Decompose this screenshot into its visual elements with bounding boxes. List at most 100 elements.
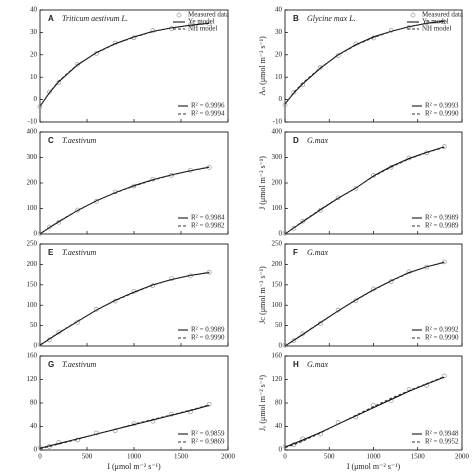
- y-tick-label: 40: [30, 422, 38, 430]
- panel-title: G.max: [307, 248, 329, 257]
- legend-label: NH model: [188, 25, 217, 33]
- panel-letter: D: [293, 136, 299, 145]
- panel-letter: C: [48, 136, 54, 145]
- r2-label: R² = 0.9990: [425, 334, 459, 342]
- model-line: [284, 20, 445, 105]
- y-tick-label: 0: [279, 342, 283, 350]
- x-tick-label: 0: [38, 453, 42, 461]
- y-tick-label: 0: [279, 95, 283, 103]
- y-tick-label: 150: [272, 280, 283, 288]
- x-tick-label: 0: [283, 453, 287, 461]
- y-tick-label: 80: [30, 399, 38, 407]
- data-point: [47, 224, 52, 230]
- model-line: [39, 404, 210, 450]
- y-tick-label: -10: [28, 118, 38, 126]
- y-tick-label: 400: [272, 128, 283, 136]
- y-tick-label: 30: [275, 28, 283, 36]
- x-tick-label: 2000: [221, 453, 236, 461]
- y-tick-label: 100: [27, 204, 38, 212]
- legend-marker: [410, 12, 416, 18]
- r2-label: R² = 0.9982: [191, 222, 225, 230]
- data-point: [291, 89, 297, 95]
- y-tick-label: 50: [30, 321, 38, 329]
- model-line: [284, 261, 445, 347]
- y-tick-label: 400: [27, 128, 38, 136]
- y-axis-label: Jₒ (μmol m⁻² s⁻¹): [258, 375, 267, 431]
- r2-label: R² = 0.9989: [425, 222, 459, 230]
- r2-label: R² = 0.9993: [425, 102, 459, 110]
- panel-title: G.max: [307, 136, 329, 145]
- y-tick-label: 100: [272, 204, 283, 212]
- model-line: [39, 22, 210, 107]
- model-line: [39, 271, 210, 346]
- r2-label: R² = 0.9990: [191, 334, 225, 342]
- legend-marker: [176, 12, 182, 18]
- x-tick-label: 1500: [174, 453, 189, 461]
- y-tick-label: 200: [27, 179, 38, 187]
- y-tick-label: 250: [272, 240, 283, 248]
- x-axis-label: I (μmol m⁻² s⁻¹): [347, 462, 401, 471]
- x-tick-label: 500: [324, 453, 335, 461]
- legend-label: Measured data: [188, 11, 230, 19]
- data-point: [47, 89, 52, 95]
- panel-letter: H: [293, 360, 299, 369]
- y-tick-label: 40: [30, 6, 38, 14]
- model-line: [39, 166, 210, 235]
- data-point: [300, 218, 306, 224]
- panel-title: Triticum aestivum L.: [62, 14, 128, 23]
- panel-letter: A: [48, 14, 54, 23]
- data-point: [335, 195, 341, 201]
- y-tick-label: 40: [275, 6, 283, 14]
- y-tick-label: 300: [272, 153, 283, 161]
- y-axis-label: J (μmol m⁻² s⁻¹): [258, 156, 267, 210]
- panel-letter: F: [293, 248, 298, 257]
- data-point: [441, 259, 447, 265]
- y-tick-label: 100: [272, 301, 283, 309]
- r2-label: R² = 0.9996: [191, 102, 225, 110]
- y-tick-label: 100: [27, 301, 38, 309]
- model-line: [284, 261, 445, 347]
- data-point: [112, 428, 118, 433]
- data-point: [37, 231, 43, 236]
- y-tick-label: 300: [27, 153, 38, 161]
- data-point: [206, 269, 212, 275]
- data-point: [56, 440, 62, 445]
- y-tick-label: 120: [27, 375, 38, 383]
- r2-label: R² = 0.9989: [191, 326, 225, 334]
- r2-label: R² = 0.9984: [191, 214, 225, 222]
- panel-title: G.max: [307, 360, 329, 369]
- y-tick-label: 250: [27, 240, 38, 248]
- x-tick-label: 1500: [411, 453, 426, 461]
- data-point: [282, 102, 288, 108]
- y-tick-label: 150: [27, 280, 38, 288]
- r2-label: R² = 0.9869: [191, 438, 225, 446]
- y-axis-label: Aₙ (μmol m⁻² s⁻¹): [258, 36, 267, 96]
- panel-letter: G: [48, 360, 54, 369]
- model-line: [284, 146, 445, 235]
- panel-letter: B: [293, 14, 299, 23]
- model-line: [39, 272, 210, 346]
- y-axis-label: Jᴄ (μmol m⁻² s⁻¹): [258, 266, 267, 324]
- y-tick-label: 160: [27, 352, 38, 360]
- y-tick-label: 160: [272, 352, 283, 360]
- data-point: [75, 61, 80, 67]
- y-tick-label: 120: [272, 375, 283, 383]
- data-point: [353, 186, 359, 191]
- data-point: [441, 144, 447, 149]
- data-point: [441, 373, 447, 379]
- y-tick-label: 30: [30, 28, 38, 36]
- legend-label: Ye model: [188, 18, 215, 26]
- y-tick-label: -10: [273, 118, 283, 126]
- model-line: [284, 376, 445, 449]
- y-tick-label: 10: [275, 73, 283, 81]
- panel-title: T.aestivum: [62, 360, 97, 369]
- y-tick-label: 20: [275, 50, 283, 58]
- model-line: [284, 376, 445, 448]
- data-point: [94, 430, 99, 436]
- r2-label: R² = 0.9859: [191, 430, 225, 438]
- y-tick-label: 80: [275, 399, 283, 407]
- y-tick-label: 0: [279, 446, 283, 454]
- model-line: [284, 146, 445, 235]
- x-axis-label: I (μmol m⁻² s⁻¹): [107, 462, 161, 471]
